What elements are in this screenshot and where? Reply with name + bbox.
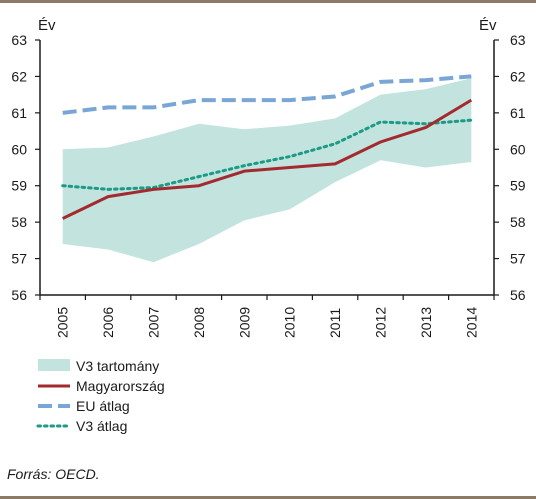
y-tick-label-left: 63 [11, 32, 27, 48]
y-tick-label-right: 61 [510, 105, 526, 121]
series-line-eu-atlag [62, 74, 472, 115]
y-tick-label-left: 59 [11, 178, 27, 194]
y-tick-label-left: 57 [11, 251, 27, 267]
y-tick-label-left: 61 [11, 105, 27, 121]
x-tick-label: 2010 [282, 307, 298, 338]
y-tick-label-left: 62 [11, 68, 27, 84]
x-tick-label: 2005 [55, 307, 71, 338]
legend-label: V3 átlag [76, 418, 127, 434]
y-tick-label-right: 57 [510, 251, 526, 267]
chart: Év Év 56 56 57 57 58 58 59 59 60 60 61 61 62 62 63 63 20… [11, 17, 526, 434]
x-tick-label: 2013 [418, 307, 434, 338]
source-note: Forrás: OECD. [7, 466, 100, 482]
series-line-magyarorszag [62, 98, 473, 220]
y-left-axis-label: Év [38, 17, 56, 34]
y-tick-label-right: 62 [510, 68, 526, 84]
series-line-v3-atlag [61, 118, 473, 191]
y-tick-label-left: 58 [11, 214, 27, 230]
legend-swatch-v3-tartomany [38, 359, 70, 371]
y-tick-label-right: 63 [510, 32, 526, 48]
x-tick-label: 2007 [146, 307, 162, 338]
y-tick-label-right: 56 [510, 287, 526, 303]
legend-label: Magyarország [76, 378, 165, 394]
y-right-axis-label: Év [479, 17, 497, 34]
x-tick-label: 2011 [327, 308, 343, 338]
legend-label: EU átlag [76, 398, 130, 414]
y-tick-label-left: 56 [11, 287, 27, 303]
x-tick-label: 2014 [463, 307, 479, 338]
x-tick-label: 2012 [373, 307, 389, 338]
y-tick-label-right: 59 [510, 178, 526, 194]
x-tick-label: 2006 [100, 307, 116, 338]
y-tick-label-left: 60 [11, 141, 27, 157]
y-tick-label-right: 60 [510, 141, 526, 157]
legend-label: V3 tartomány [76, 358, 159, 374]
x-tick-label: 2008 [191, 307, 207, 338]
y-tick-label-right: 58 [510, 214, 526, 230]
x-tick-label: 2009 [236, 307, 252, 338]
